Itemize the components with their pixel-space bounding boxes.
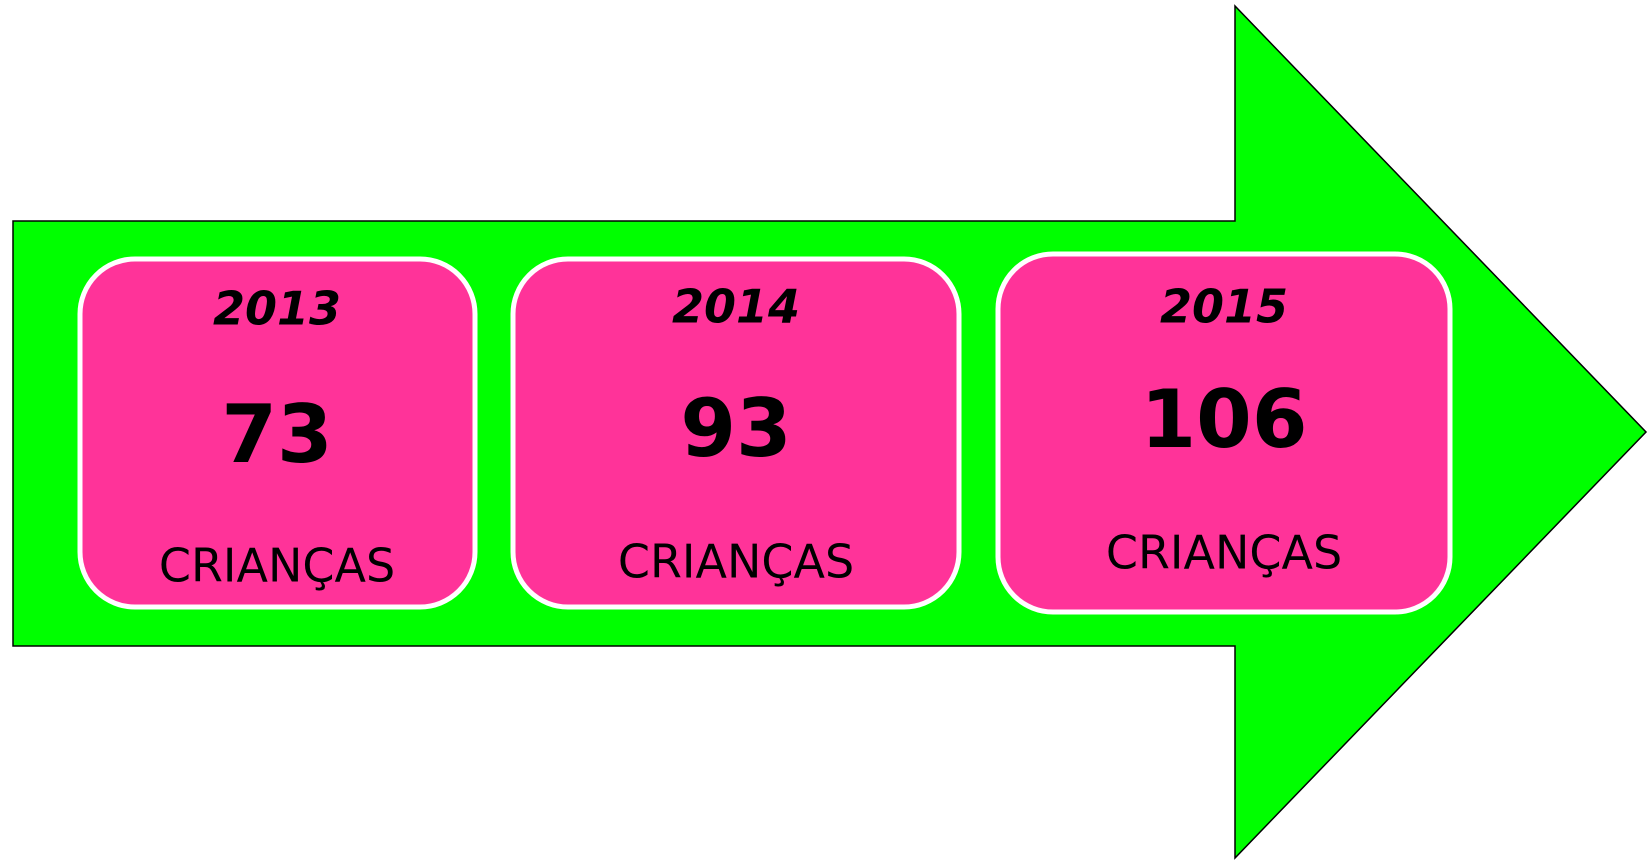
card-box: [77, 256, 478, 610]
year-card: 2014 93 CRIANÇAS: [510, 256, 962, 610]
year-card: 2013 73 CRIANÇAS: [77, 256, 478, 610]
count-label: CRIANÇAS: [1106, 526, 1342, 580]
card-box: [995, 251, 1453, 615]
card-box: [510, 256, 962, 610]
count: 93: [680, 382, 791, 475]
count: 73: [221, 388, 332, 481]
year: 2014: [672, 280, 800, 334]
count-label: CRIANÇAS: [159, 539, 395, 593]
count: 106: [1141, 373, 1308, 466]
year-card: 2015 106 CRIANÇAS: [995, 251, 1453, 615]
year: 2015: [1160, 280, 1288, 334]
year: 2013: [213, 282, 341, 336]
count-label: CRIANÇAS: [618, 535, 854, 589]
